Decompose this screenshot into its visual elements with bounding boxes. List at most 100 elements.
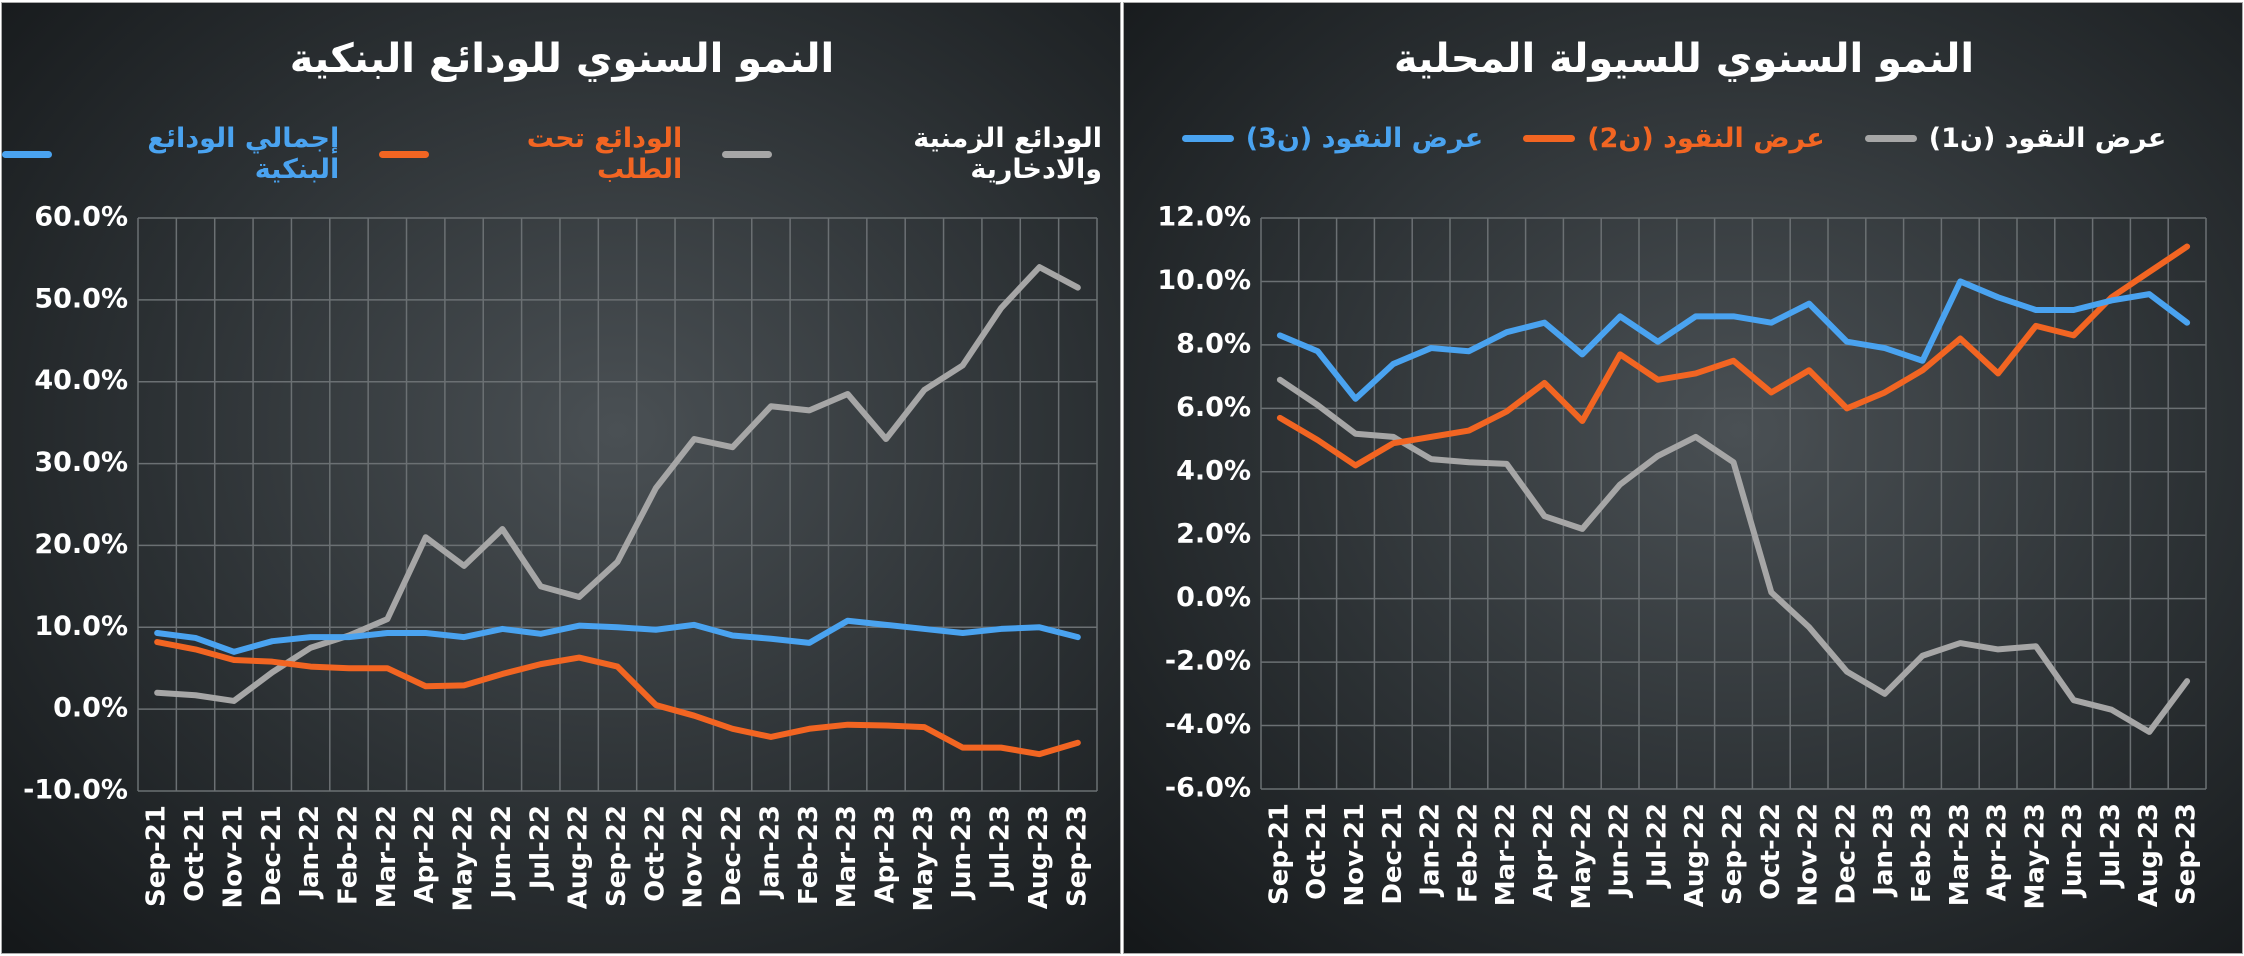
legend: عرض النقود (ن1) عرض النقود (ن2) عرض النقود…	[1124, 123, 2224, 154]
x-tick-label: Nov-21	[218, 805, 248, 909]
y-tick-label: -10.0%	[23, 775, 128, 806]
series-line	[154, 639, 1081, 758]
x-tick-label: Jun-23	[2058, 803, 2088, 899]
x-tick-label: Nov-22	[1794, 803, 1824, 907]
y-tick-label: 12.0%	[1157, 202, 1251, 233]
y-tick-label: -2.0%	[1165, 646, 1251, 677]
x-tick-label: Jul-22	[525, 805, 555, 891]
x-tick-label: Sep-21	[142, 805, 172, 907]
legend-swatch	[722, 150, 773, 158]
chart-panel: النمو السنوي للسيولة المحلية -6.0% -4.0% -2…	[1123, 2, 2243, 954]
legend-item: الودائع الزمنية والادخارية	[722, 123, 1102, 185]
legend-swatch	[1864, 135, 1917, 142]
x-tick-label: Sep-23	[2172, 803, 2202, 905]
legend-item: عرض النقود (ن1)	[1864, 123, 2167, 154]
x-tick-label: Dec-22	[717, 805, 747, 907]
x-tick-label: Sep-22	[602, 805, 632, 907]
y-tick-label: -4.0%	[1165, 709, 1251, 740]
legend-label: عرض النقود (ن1)	[1928, 123, 2167, 154]
x-tick-label: Sep-21	[1264, 803, 1294, 905]
x-tick-label: Jun-22	[1605, 803, 1635, 899]
chart-panel: النمو السنوي للودائع البنكية -10.0% 0.0% 10…	[1, 2, 1121, 954]
series-line	[154, 264, 1081, 704]
y-tick-label: 2.0%	[1176, 519, 1251, 550]
legend-swatch	[379, 150, 430, 158]
x-tick-label: Sep-23	[1062, 805, 1092, 907]
x-tick-label: Oct-22	[640, 805, 670, 902]
x-tick-label: Jun-22	[487, 805, 517, 901]
legend-label: إجمالي الودائع البنكية	[147, 123, 340, 185]
legend: الودائع الزمنية والادخارية الودائع تحت ال…	[2, 123, 1102, 185]
x-tick-label: Oct-21	[180, 805, 210, 902]
y-tick-label: 20.0%	[34, 529, 128, 560]
y-tick-label: 10.0%	[34, 611, 128, 642]
x-tick-label: Dec-21	[257, 805, 287, 907]
x-tick-label: Oct-22	[1756, 803, 1786, 900]
x-tick-label: Aug-22	[564, 805, 594, 909]
x-tick-label: Jan-23	[755, 805, 785, 900]
x-tick-label: May-23	[909, 805, 939, 912]
y-tick-label: 40.0%	[34, 365, 128, 396]
legend-swatch	[1181, 135, 1234, 142]
legend-label: عرض النقود (ن2)	[1587, 123, 1825, 154]
legend-swatch	[1523, 135, 1576, 142]
x-tick-label: Nov-22	[679, 805, 709, 909]
x-tick-label: Feb-23	[794, 805, 824, 905]
legend-item: عرض النقود (ن2)	[1523, 123, 1825, 154]
y-tick-label: 4.0%	[1176, 455, 1251, 486]
y-tick-label: 50.0%	[34, 283, 128, 314]
x-tick-label: Aug-23	[2134, 803, 2164, 907]
y-tick-label: 10.0%	[1157, 265, 1251, 296]
x-tick-label: Nov-21	[1340, 803, 1370, 907]
chart-title: النمو السنوي للسيولة المحلية	[1394, 36, 1974, 82]
y-tick-label: -6.0%	[1165, 773, 1251, 804]
x-tick-label: Jul-23	[986, 805, 1016, 891]
x-tick-label: Jan-23	[1869, 803, 1899, 898]
x-tick-label: Dec-22	[1831, 803, 1861, 905]
x-tick-label: Feb-22	[333, 805, 363, 905]
x-tick-label: Mar-22	[1491, 803, 1521, 906]
x-tick-label: Jul-22	[1642, 803, 1672, 889]
x-tick-label: Apr-22	[1529, 803, 1559, 902]
x-tick-label: Jan-22	[295, 805, 325, 900]
legend-item: إجمالي الودائع البنكية	[2, 123, 339, 185]
x-tick-label: Jun-23	[947, 805, 977, 901]
x-tick-label: Dec-21	[1378, 803, 1408, 905]
x-tick-label: Apr-23	[871, 805, 901, 904]
y-tick-label: 0.0%	[53, 693, 128, 724]
x-tick-label: Sep-22	[1718, 803, 1748, 905]
x-tick-label: Mar-22	[372, 805, 402, 908]
legend-label: الودائع تحت الطلب	[526, 123, 683, 185]
legend-item: الودائع تحت الطلب	[379, 123, 682, 185]
x-tick-label: Apr-23	[1983, 803, 2013, 902]
x-tick-label: Aug-22	[1680, 803, 1710, 907]
x-tick-label: May-23	[2020, 803, 2050, 910]
x-tick-label: May-22	[1567, 803, 1597, 910]
y-tick-label: 30.0%	[34, 447, 128, 478]
x-tick-label: Apr-22	[410, 805, 440, 904]
series-line	[1276, 278, 2191, 402]
x-tick-label: May-22	[449, 805, 479, 912]
series-line	[1276, 243, 2191, 469]
x-tick-label: Mar-23	[1945, 803, 1975, 906]
series-line	[1276, 376, 2191, 735]
series-line	[154, 617, 1081, 655]
x-tick-label: Feb-23	[1907, 803, 1937, 903]
y-tick-label: 0.0%	[1176, 582, 1251, 613]
x-tick-label: Oct-21	[1302, 803, 1332, 900]
x-tick-label: Jan-22	[1416, 803, 1446, 898]
legend-label: الودائع الزمنية والادخارية	[913, 123, 1102, 185]
chart: النمو السنوي للودائع البنكية -10.0% 0.0% 10…	[23, 36, 1098, 912]
y-tick-label: 6.0%	[1176, 392, 1251, 423]
x-tick-label: Jul-23	[2096, 803, 2126, 889]
legend-item: عرض النقود (ن3)	[1181, 123, 1484, 154]
x-tick-label: Feb-22	[1453, 803, 1483, 903]
y-tick-label: 60.0%	[34, 202, 128, 233]
x-tick-label: Mar-23	[832, 805, 862, 908]
legend-label: عرض النقود (ن3)	[1245, 123, 1484, 154]
y-tick-label: 8.0%	[1176, 328, 1251, 359]
legend-swatch	[2, 150, 53, 158]
chart: النمو السنوي للسيولة المحلية -6.0% -4.0% -2…	[1157, 36, 2207, 910]
x-tick-label: Aug-23	[1024, 805, 1054, 909]
